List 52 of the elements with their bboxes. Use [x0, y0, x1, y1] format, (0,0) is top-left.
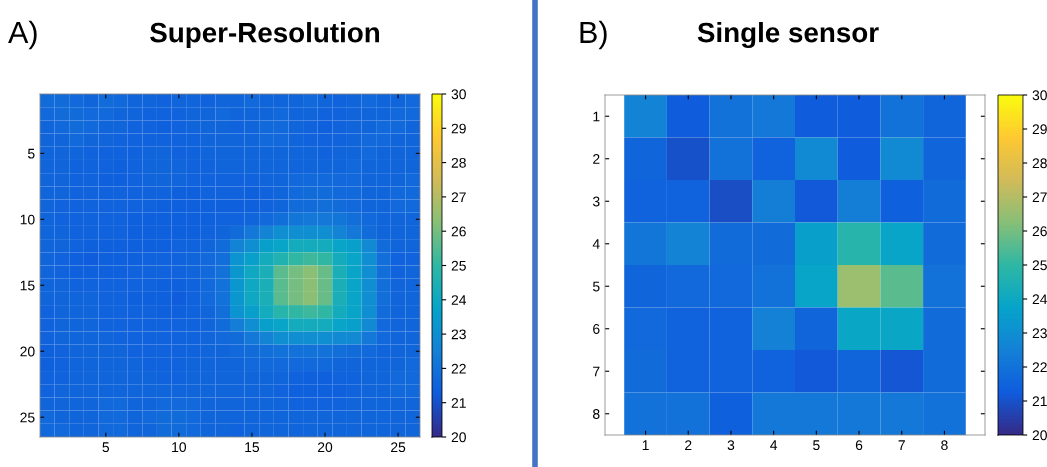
x-tick-label: 7 [898, 440, 905, 450]
color-bar-label: 26 [1032, 226, 1047, 237]
y-tick-label: 15 [20, 280, 35, 291]
color-bar-label: 22 [451, 363, 466, 374]
x-tick-label: 6 [855, 440, 863, 451]
color-bar-label: 27 [451, 192, 466, 202]
color-bar-label: 20 [451, 432, 466, 443]
x-tick-label: 20 [317, 442, 333, 453]
color-bar-label: 24 [451, 295, 467, 305]
x-tick-label: 8 [941, 440, 948, 451]
x-tick-label: 2 [685, 440, 692, 450]
x-tick-label: 4 [770, 440, 778, 450]
color-bar-label: 23 [1032, 328, 1047, 339]
color-bar-label: 20 [1032, 430, 1047, 441]
y-tick-label: 8 [593, 409, 600, 419]
color-bar-label: 22 [1032, 362, 1047, 373]
x-tick-label: 5 [102, 442, 110, 453]
text: B) [580, 20, 607, 50]
x-tick-label: 1 [642, 440, 649, 450]
y-tick-label: 10 [20, 214, 35, 225]
color-bar-label: 28 [1032, 158, 1047, 169]
x-tick-label: 10 [172, 442, 187, 453]
x-tick-label: 3 [727, 440, 735, 451]
x-tick-label: 5 [813, 440, 820, 451]
y-tick-label: 1 [593, 111, 600, 122]
color-bar-label: 23 [451, 329, 466, 340]
y-tick-label: 3 [592, 196, 600, 207]
y-tick-label: 25 [20, 412, 35, 423]
y-tick-label: 7 [593, 366, 600, 377]
y-tick-label: 20 [20, 346, 35, 357]
y-tick-label: 5 [592, 281, 600, 292]
color-bar-label: 28 [451, 157, 466, 168]
y-tick-label: 2 [593, 154, 600, 164]
x-tick-label: 15 [245, 442, 260, 453]
x-tick-label: 25 [391, 442, 406, 453]
color-bar-label: 29 [1032, 124, 1047, 135]
color-bar-label: 21 [1032, 396, 1047, 407]
y-tick-label: 4 [592, 239, 600, 249]
chart-title: Single sensor [697, 21, 879, 49]
color-bar-label: 25 [1032, 260, 1047, 271]
color-bar-label: 25 [451, 260, 466, 271]
color-bar-label: 24 [1032, 294, 1047, 305]
y-tick-label: 6 [593, 324, 600, 334]
color-bar-label: 26 [451, 226, 466, 237]
color-bar-label: 30 [451, 89, 466, 100]
text: A) [8, 20, 37, 50]
color-bar-label: 30 [1032, 90, 1047, 101]
color-bar-label: 29 [451, 123, 466, 134]
color-bar-label: 27 [1032, 192, 1047, 203]
color-bar-label: 21 [451, 398, 466, 408]
y-tick-label: 5 [27, 148, 35, 159]
chart-title: Super-Resolution [150, 22, 380, 48]
